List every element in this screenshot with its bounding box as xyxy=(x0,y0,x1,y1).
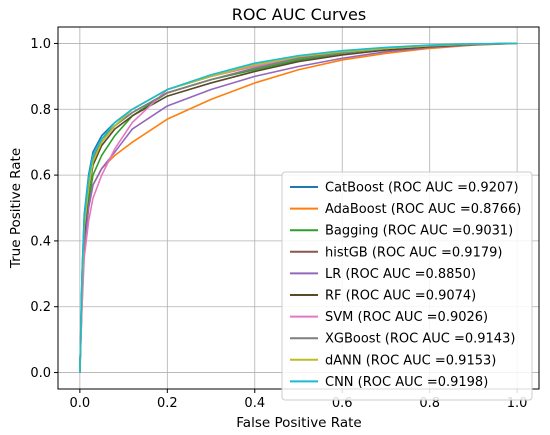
x-tick-label: 0.0 xyxy=(70,396,91,411)
legend-entry: histGB (ROC AUC =0.9179) xyxy=(325,245,502,260)
y-axis-label: True Positive Rate xyxy=(8,148,24,269)
series-line-4 xyxy=(79,42,518,373)
legend-entry: dANN (ROC AUC =0.9153) xyxy=(325,353,496,368)
y-tick-label: 0.4 xyxy=(30,234,51,249)
legend-entry: RF (ROC AUC =0.9074) xyxy=(325,289,476,304)
legend-entry: SVM (ROC AUC =0.9026) xyxy=(325,310,488,325)
ticks: 0.0 0.2 0.4 0.6 0.8 1.00.00.20.40.60.81.0 xyxy=(30,37,527,411)
legend-entry: CNN (ROC AUC =0.9198) xyxy=(325,375,488,390)
legend-entry: LR (ROC AUC =0.8850) xyxy=(325,267,476,282)
legend-box xyxy=(281,171,533,401)
legend: CatBoost (ROC AUC =0.9207) AdaBoost (ROC … xyxy=(281,171,533,401)
x-tick-label: 0.4 xyxy=(244,396,265,411)
x-axis-label: False Positive Rate xyxy=(236,415,361,431)
legend-entry: AdaBoost (ROC AUC =0.8766) xyxy=(325,202,521,217)
legend-entry: XGBoost (ROC AUC =0.9143) xyxy=(325,332,515,347)
y-tick-label: 0.2 xyxy=(30,300,51,315)
y-tick-label: 0.8 xyxy=(30,103,51,118)
y-tick-label: 0.0 xyxy=(30,366,51,381)
legend-entry: Bagging (ROC AUC =0.9031) xyxy=(325,224,513,239)
y-tick-label: 1.0 xyxy=(30,37,51,52)
series-line-9 xyxy=(79,42,518,373)
y-tick-label: 0.6 xyxy=(30,169,51,184)
x-tick-label: 0.2 xyxy=(157,396,178,411)
series-layer xyxy=(79,42,518,373)
legend-entry: CatBoost (ROC AUC =0.9207) xyxy=(325,181,519,196)
chart-title: ROC AUC Curves xyxy=(232,5,366,24)
